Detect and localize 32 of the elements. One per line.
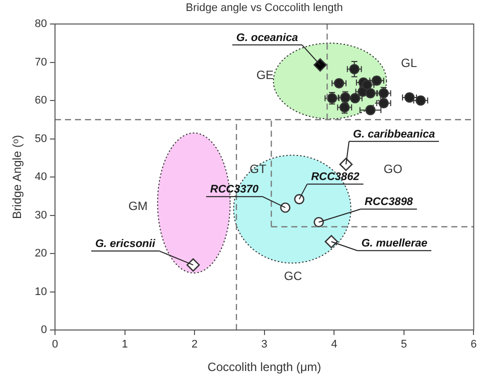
x-tick-label: 0 — [52, 338, 58, 351]
annotation: G. caribbeanica — [353, 128, 435, 140]
annotation: GC — [284, 269, 302, 283]
annotation: RCC3370 — [210, 184, 260, 196]
annotation: GE — [256, 68, 274, 82]
y-tick-label: 50 — [34, 132, 47, 145]
x-tick-label: 2 — [192, 338, 198, 351]
chart-title: Bridge angle vs Coccolith length — [186, 2, 343, 14]
x-tick-label: 3 — [261, 338, 268, 351]
y-tick-label: 80 — [34, 18, 47, 30]
x-axis-title: Coccolith length (μm) — [208, 360, 322, 374]
annotation: RCC3898 — [364, 196, 414, 208]
annotation: G. oceanica — [236, 32, 298, 44]
annotation: G. muellerae — [361, 238, 428, 250]
y-tick-label: 40 — [34, 171, 47, 184]
x-tick-label: 6 — [470, 338, 477, 351]
y-tick-label: 0 — [40, 324, 47, 336]
annotation: G. ericsonii — [95, 238, 156, 250]
y-axis-title: Bridge Angle (ᵒ) — [10, 135, 24, 219]
x-tick-label: 1 — [122, 338, 128, 351]
x-tick-label: 4 — [331, 338, 338, 351]
annotation: GO — [384, 162, 402, 176]
y-tick-label: 20 — [34, 248, 47, 260]
annotation: GT — [250, 162, 267, 176]
annotation: RCC3862 — [311, 171, 360, 184]
annotation: GL — [400, 56, 418, 70]
y-tick-label: 60 — [34, 94, 47, 107]
y-tick-label: 30 — [34, 209, 47, 222]
annotation: GM — [128, 199, 148, 213]
x-tick-label: 5 — [400, 338, 407, 351]
y-tick-label: 70 — [34, 56, 47, 68]
y-tick-label: 10 — [34, 286, 47, 298]
